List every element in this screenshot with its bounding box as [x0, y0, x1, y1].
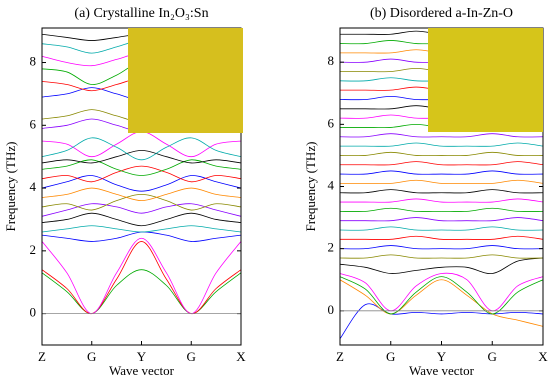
y-tick-label: 2: [30, 242, 37, 257]
x-axis-label: Wave vector: [409, 363, 475, 378]
dispersion-line: [41, 175, 242, 192]
dispersion-line: [339, 142, 544, 147]
dispersion-line: [41, 187, 242, 202]
x-tick-label: G: [187, 349, 196, 364]
x-tick-label: G: [87, 349, 96, 364]
y-tick-label: 4: [30, 179, 37, 194]
y-tick-label: 4: [328, 177, 335, 192]
y-tick-label: 0: [30, 305, 37, 320]
y-tick-label: 0: [328, 302, 335, 317]
x-tick-label: Z: [336, 349, 344, 364]
dispersion-line: [41, 159, 242, 176]
dispersion-line: [339, 217, 544, 222]
dispersion-line: [339, 151, 544, 157]
dispersion-line: [339, 207, 544, 212]
dispersion-line: [41, 193, 242, 211]
inset-image: [428, 28, 543, 132]
dispersion-line: [339, 161, 544, 166]
y-tick-label: 2: [328, 240, 335, 255]
dispersion-line: [339, 272, 544, 312]
dispersion-line: [339, 257, 544, 274]
dispersion-line: [339, 254, 544, 259]
y-tick-label: 6: [30, 116, 37, 131]
x-tick-label: X: [236, 349, 246, 364]
dispersion-line: [339, 133, 544, 138]
x-tick-label: Z: [38, 349, 46, 364]
y-axis-label: Frequency (THz): [3, 142, 18, 232]
dispersion-line: [41, 212, 242, 227]
x-tick-label: G: [386, 349, 395, 364]
dispersion-line: [41, 137, 242, 161]
dispersion-line: [339, 170, 544, 175]
x-tick-label: Y: [137, 349, 147, 364]
dispersion-line: [41, 131, 242, 158]
dispersion-line: [41, 231, 242, 242]
dispersion-line: [339, 279, 544, 327]
dispersion-line: [339, 235, 544, 240]
dispersion-line: [339, 276, 544, 315]
dispersion-line: [41, 269, 242, 315]
y-tick-label: 6: [328, 115, 335, 130]
chart-title: (b) Disordered a-In-Zn-O: [370, 6, 513, 21]
inset-image: [128, 28, 243, 133]
dispersion-line: [41, 225, 242, 233]
dispersion-line: [41, 150, 242, 164]
chart-title: (a) Crystalline In₂O₃:Sn: [74, 6, 208, 21]
dispersion-line: [41, 237, 242, 315]
dispersion-line: [340, 179, 544, 185]
dispersion-line: [41, 203, 242, 217]
x-tick-label: Y: [437, 349, 447, 364]
dispersion-line: [339, 245, 544, 250]
dispersion-line: [41, 165, 242, 183]
dispersion-line: [41, 241, 242, 315]
x-tick-label: X: [538, 349, 548, 364]
y-axis-label: Frequency (THz): [303, 142, 318, 232]
dispersion-line: [339, 198, 544, 203]
y-tick-label: 8: [30, 54, 37, 69]
dispersion-line: [339, 226, 544, 231]
x-tick-label: G: [488, 349, 497, 364]
y-tick-label: 8: [328, 53, 335, 68]
dispersion-line: [339, 189, 544, 194]
x-axis-label: Wave vector: [109, 363, 175, 378]
dispersion-line: [339, 303, 544, 340]
